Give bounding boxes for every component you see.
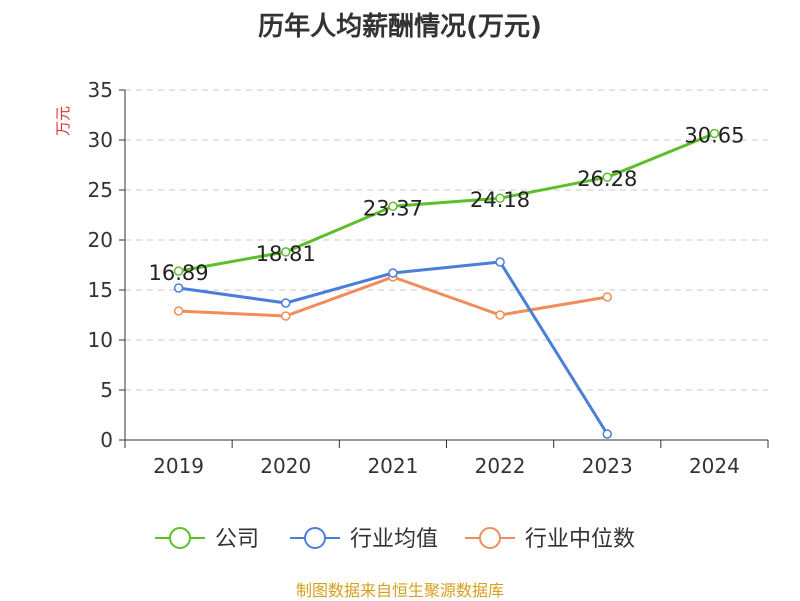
x-tick-label: 2023 bbox=[582, 454, 633, 478]
y-tick-label: 0 bbox=[100, 428, 113, 452]
data-label: 26.28 bbox=[577, 167, 637, 191]
data-point bbox=[281, 298, 291, 308]
x-tick-label: 2022 bbox=[475, 454, 526, 478]
data-point bbox=[495, 193, 505, 203]
x-tick-label: 2019 bbox=[153, 454, 204, 478]
chart-legend[interactable]: 公司 行业均值 行业中位数 bbox=[0, 518, 800, 558]
data-point bbox=[388, 201, 398, 212]
data-point bbox=[709, 128, 720, 139]
y-axis-label: 万元 bbox=[54, 106, 72, 136]
data-point bbox=[602, 172, 612, 182]
data-point bbox=[173, 266, 184, 276]
y-tick-label: 20 bbox=[88, 228, 113, 252]
y-tick-label: 5 bbox=[100, 378, 113, 402]
x-tick-label: 2020 bbox=[260, 454, 311, 478]
x-tick-label: 2024 bbox=[689, 454, 740, 478]
data-point bbox=[495, 310, 505, 320]
legend-label: 行业均值 bbox=[350, 527, 438, 552]
legend-label: 公司 bbox=[215, 527, 259, 552]
data-source-note: 制图数据来自恒生聚源数据库 bbox=[295, 581, 504, 600]
data-label: 23.37 bbox=[363, 196, 423, 220]
legend-item[interactable]: 行业均值 bbox=[290, 527, 438, 552]
y-tick-label: 25 bbox=[88, 178, 113, 202]
data-point bbox=[495, 257, 505, 267]
legend-item[interactable]: 公司 bbox=[155, 527, 259, 552]
series-line-0 bbox=[178, 132, 715, 273]
data-label: 24.18 bbox=[470, 188, 530, 212]
y-tick-label: 15 bbox=[88, 278, 113, 302]
data-point bbox=[173, 283, 184, 293]
data-point bbox=[281, 311, 291, 321]
legend-label: 行业中位数 bbox=[525, 527, 635, 552]
legend-marker bbox=[169, 527, 191, 549]
data-point bbox=[281, 247, 291, 257]
y-tick-label: 30 bbox=[88, 128, 113, 152]
data-label: 18.81 bbox=[256, 242, 316, 266]
data-point bbox=[602, 429, 612, 439]
legend-marker bbox=[304, 527, 326, 549]
x-tick-label: 2021 bbox=[367, 454, 418, 478]
y-tick-label: 35 bbox=[88, 78, 113, 102]
data-point bbox=[388, 268, 398, 278]
data-point bbox=[602, 292, 612, 302]
legend-marker bbox=[479, 527, 501, 549]
y-tick-label: 10 bbox=[88, 328, 113, 352]
data-point bbox=[173, 306, 184, 316]
data-label: 30.65 bbox=[684, 124, 744, 148]
data-label: 16.89 bbox=[149, 261, 209, 285]
series-line-1 bbox=[178, 260, 609, 435]
chart-title: 历年人均薪酬情况(万元) bbox=[258, 12, 542, 42]
legend-item[interactable]: 行业中位数 bbox=[465, 527, 635, 552]
